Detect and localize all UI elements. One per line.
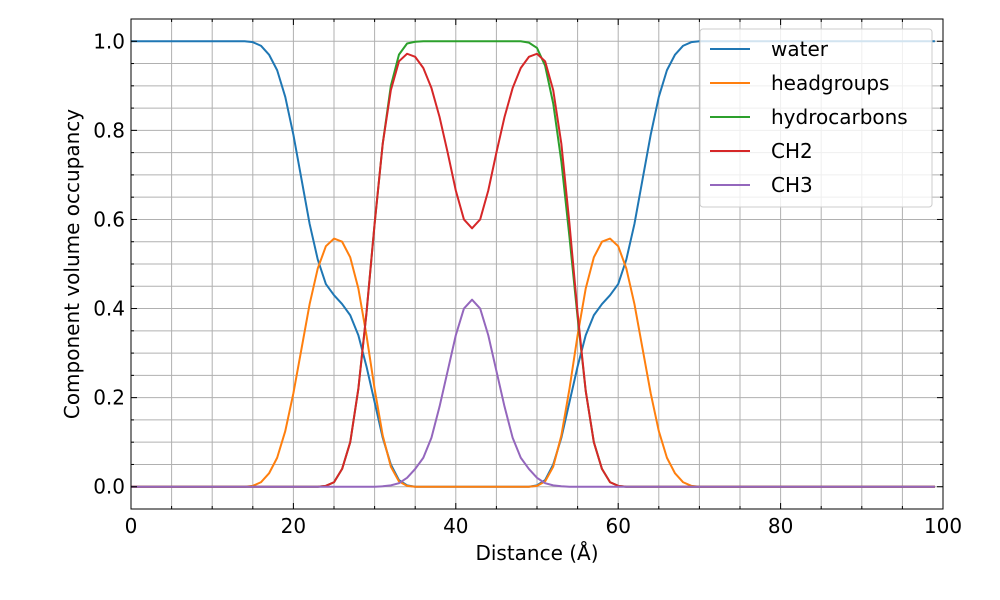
- x-tick-label: 0: [125, 514, 138, 538]
- legend-label-ch2: CH2: [771, 139, 813, 163]
- y-tick-label: 1.0: [93, 29, 125, 53]
- x-axis-label: Distance (Å): [475, 541, 598, 565]
- y-tick-label: 0.6: [93, 207, 125, 231]
- y-axis-label: Component volume occupancy: [60, 109, 84, 419]
- series-line-ch3: [131, 298, 935, 488]
- x-tick-label: 100: [924, 514, 962, 538]
- x-tick-label: 80: [768, 514, 793, 538]
- legend: water headgroups hydrocarbons CH2 CH3: [699, 28, 933, 208]
- x-tick-label: 60: [605, 514, 630, 538]
- legend-label-ch3: CH3: [771, 173, 813, 197]
- x-tick-label: 40: [443, 514, 468, 538]
- y-tick-label: 0.4: [93, 297, 125, 321]
- x-tick-label: 20: [281, 514, 306, 538]
- legend-label-water: water: [771, 37, 829, 61]
- y-tick-label: 0.8: [93, 118, 125, 142]
- y-tick-label: 0.2: [93, 386, 125, 410]
- y-tick-label: 0.0: [93, 475, 125, 499]
- legend-label-headgroups: headgroups: [771, 71, 889, 95]
- ticks: 0 20 40 60 80 100 0.0 0.2 0.4 0.6 0.8 1.0: [93, 18, 962, 538]
- legend-label-hydrocarbons: hydrocarbons: [771, 105, 908, 129]
- legend-box: [699, 28, 933, 208]
